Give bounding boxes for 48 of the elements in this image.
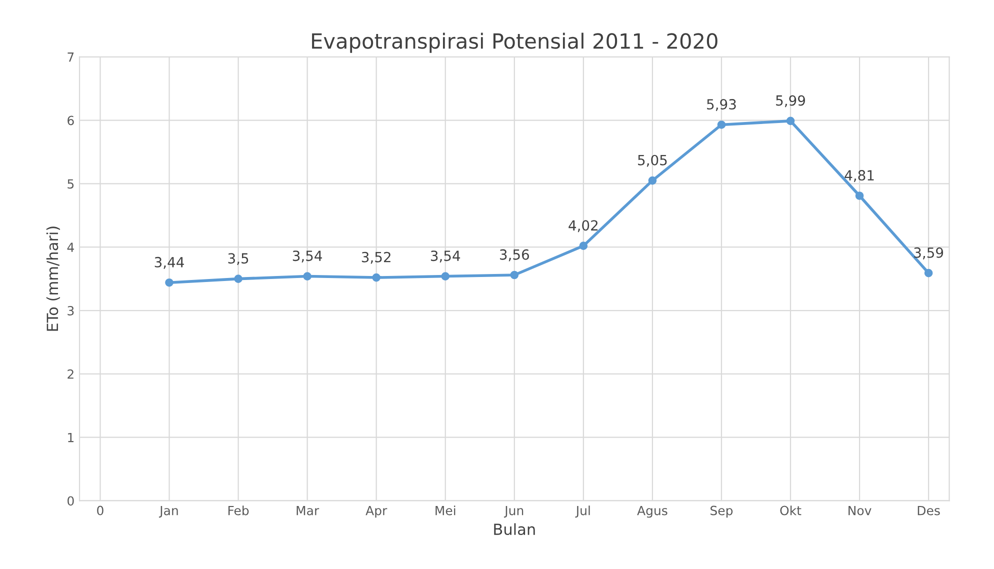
data-label: 3,44: [154, 256, 184, 269]
x-tick-label: Okt: [780, 506, 802, 516]
x-tick-label: Jul: [575, 506, 590, 518]
x-tick-label: Agus: [637, 506, 668, 518]
x-tick-label: Apr: [366, 506, 388, 518]
y-tick-label: 5: [68, 179, 74, 189]
x-tick-label: Jun: [504, 506, 524, 518]
data-label: 3,54: [430, 250, 460, 262]
y-axis-title: ETo (mm/hari): [46, 226, 60, 331]
point: [165, 278, 174, 287]
point: [717, 120, 726, 129]
x-tick-label: Sep: [710, 506, 733, 518]
x-tick-label: Mar: [296, 506, 320, 516]
point: [441, 272, 450, 280]
data-label: 3,52: [362, 252, 390, 264]
point: [648, 176, 657, 185]
data-label: 4,81: [844, 170, 874, 182]
x-axis-title: Bulan: [494, 523, 535, 536]
y-tick-label: 1: [68, 432, 74, 442]
point: [579, 242, 588, 250]
point: [786, 116, 795, 126]
x-tick-label: Jan: [158, 506, 178, 518]
data-label: 5,05: [638, 154, 667, 167]
y-tick-label: 7: [68, 52, 74, 62]
point: [234, 274, 242, 283]
point: [924, 268, 933, 278]
data-label: 3,5: [228, 253, 248, 266]
point: [855, 192, 864, 200]
chart-title: Evapotranspirasi Potensial 2011 - 2020: [312, 32, 718, 53]
x-tick-label: Mei: [436, 506, 456, 516]
data-label: 5,99: [776, 95, 805, 108]
x-tick-label: 0: [97, 506, 104, 516]
point: [303, 272, 312, 280]
point: [510, 270, 519, 280]
data-label: 4,02: [568, 220, 598, 232]
y-tick-label: 4: [67, 242, 74, 252]
data-label: 5,93: [707, 99, 736, 111]
data-label: 3,56: [500, 249, 529, 262]
y-tick-label: 2: [68, 369, 74, 379]
point: [372, 273, 381, 282]
data-label: 3,59: [914, 247, 944, 260]
x-tick-label: Nov: [848, 506, 872, 516]
y-tick-label: 3: [68, 306, 74, 316]
y-tick-label: 0: [68, 496, 74, 506]
x-tick-label: Des: [918, 506, 940, 516]
x-tick-label: Feb: [228, 506, 249, 516]
y-tick-label: 6: [68, 116, 74, 126]
data-label: 3,54: [292, 250, 322, 262]
